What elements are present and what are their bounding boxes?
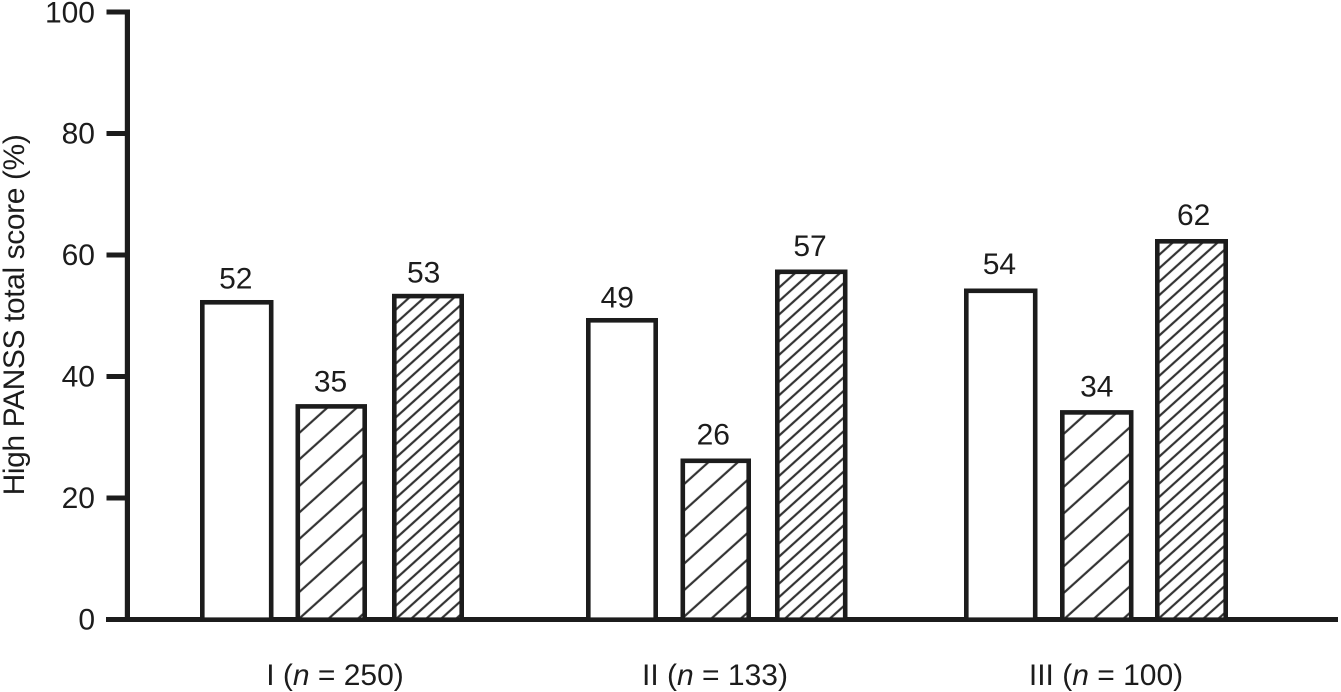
- svg-text:20: 20: [62, 482, 95, 515]
- svg-text:26: 26: [697, 419, 730, 452]
- svg-text:0: 0: [78, 604, 95, 637]
- svg-text:II (n = 133): II (n = 133): [642, 659, 788, 692]
- svg-text:34: 34: [1080, 370, 1113, 403]
- svg-text:High PANSS total score (%): High PANSS total score (%): [0, 135, 31, 496]
- svg-text:III (n = 100): III (n = 100): [1029, 659, 1183, 692]
- svg-text:40: 40: [62, 361, 95, 394]
- svg-text:100: 100: [45, 0, 95, 29]
- svg-text:60: 60: [62, 239, 95, 272]
- svg-text:52: 52: [219, 263, 252, 296]
- svg-text:49: 49: [601, 281, 634, 314]
- svg-text:53: 53: [407, 257, 440, 290]
- svg-text:54: 54: [983, 248, 1016, 281]
- svg-text:80: 80: [62, 118, 95, 151]
- svg-text:57: 57: [793, 230, 826, 263]
- svg-text:I (n = 250): I (n = 250): [266, 659, 404, 692]
- svg-text:35: 35: [314, 366, 347, 399]
- svg-text:62: 62: [1177, 199, 1210, 232]
